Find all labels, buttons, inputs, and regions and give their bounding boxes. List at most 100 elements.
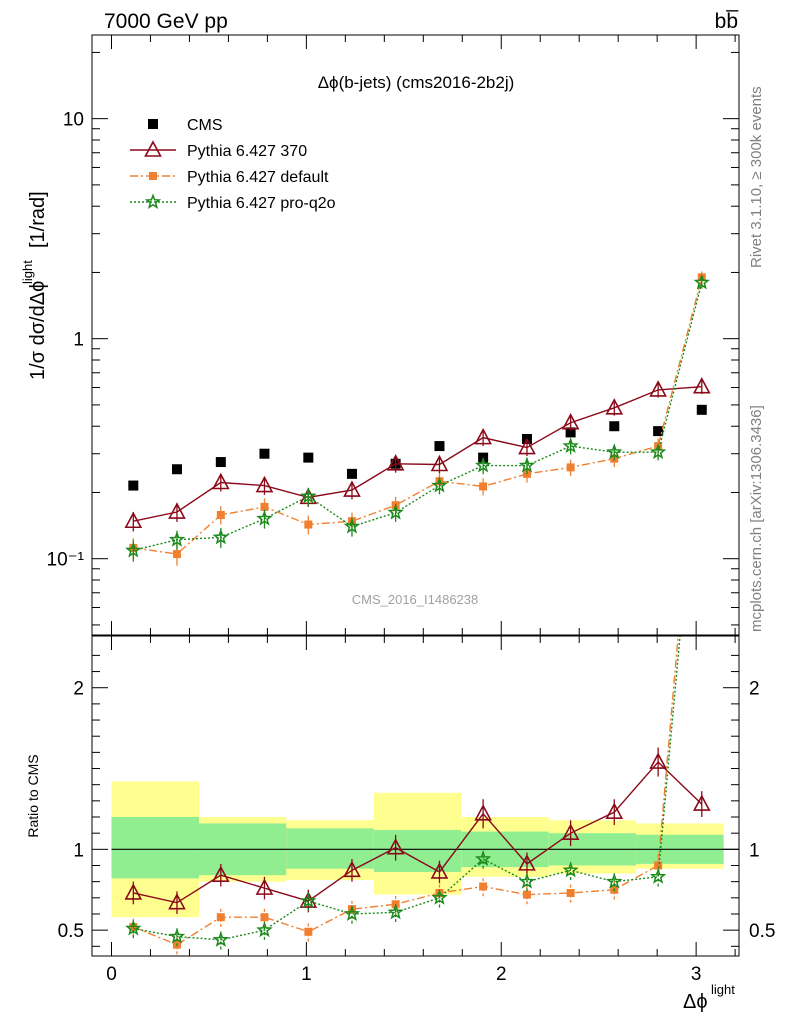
legend-label: CMS (187, 117, 223, 134)
ratio-point-pythia-6-427-370 (124, 883, 143, 900)
data-point-pythia-6-427-370 (386, 454, 405, 471)
ratio-point-pythia-6-427-370 (692, 794, 711, 811)
ratio-frame (91, 635, 740, 957)
legend-marker (144, 193, 162, 209)
ratio-point-pythia-6-427-370 (386, 838, 405, 855)
ratio-point-pythia-6-427-370 (474, 804, 492, 821)
data-point-pythia-6-427-pro-q2o (431, 476, 448, 493)
data-point-cms (128, 480, 139, 491)
series-line-pythia-6-427-370 (133, 385, 702, 522)
rivet-label: Rivet 3.1.10, ≥ 300k events (748, 86, 765, 268)
ratio-point-pythia-6-427-default (566, 888, 575, 897)
y-tick-label: 2 (73, 679, 84, 700)
ratio-point-pythia-6-427-370 (430, 862, 449, 879)
y-axis-title-main: 1/σ dσ/dΔϕ (27, 281, 49, 380)
ratio-point-pythia-6-427-pro-q2o (343, 905, 361, 921)
energy-label: 7000 GeV pp (104, 10, 228, 33)
data-point-cms (434, 441, 445, 452)
ratio-line-pythia-6-427-370 (133, 761, 703, 904)
x-axis-title: Δϕ light (683, 982, 735, 1013)
ratio-panel: 0 1 2 3 0.5 0.5 1 1 2 2 Ratio to CMS (25, 360, 775, 985)
ratio-point-pythia-6-427-pro-q2o (649, 868, 667, 884)
main-axes: 10⁻¹ 1 10 (47, 35, 739, 635)
ratio-axis-title: Ratio to CMS (25, 754, 41, 837)
ratio-point-pythia-6-427-default (522, 890, 531, 899)
ratio-point-pythia-6-427-pro-q2o (168, 927, 186, 944)
legend-marker (149, 172, 157, 180)
main-frame (91, 34, 740, 636)
data-point-pythia-6-427-pro-q2o (387, 503, 404, 520)
ratio-point-pythia-6-427-default (304, 927, 313, 936)
data-point-pythia-6-427-pro-q2o (125, 541, 142, 558)
uncertainty-band-inner (286, 828, 374, 869)
y-tick-label: 1 (73, 330, 84, 351)
ratio-point-pythia-6-427-370 (561, 823, 580, 840)
data-point-pythia-6-427-370 (343, 480, 361, 497)
data-point-pythia-6-427-pro-q2o (168, 531, 186, 547)
data-point-pythia-6-427-pro-q2o (562, 437, 579, 454)
data-point-pythia-6-427-default (216, 510, 225, 519)
x-tick-label: 0 (106, 964, 117, 985)
ratio-point-pythia-6-427-370 (518, 854, 536, 871)
data-point-pythia-6-427-pro-q2o (518, 456, 536, 473)
x-tick-label: 2 (496, 964, 507, 985)
y-axis-title-unit: [1/rad] (27, 191, 49, 248)
legend-label: Pythia 6.427 pro-q2o (187, 195, 336, 212)
data-point-pythia-6-427-pro-q2o (343, 517, 361, 534)
ratio-point-pythia-6-427-default (479, 882, 488, 891)
ratio-point-pythia-6-427-default (698, 360, 706, 368)
legend-label: Pythia 6.427 370 (187, 143, 307, 160)
data-point-cms (215, 457, 226, 468)
data-point-pythia-6-427-370 (168, 502, 186, 519)
ratio-point-pythia-6-427-pro-q2o (518, 873, 536, 889)
x-tick-label: 3 (691, 964, 702, 985)
ratio-axes: 0 1 2 3 0.5 0.5 1 1 2 2 (58, 636, 775, 985)
y-tick-label-right: 0.5 (749, 921, 775, 942)
main-panel: 10⁻¹ 1 10 Δϕ(b-jets) (cms2016-2b2j) CMS_20… (20, 34, 740, 636)
ratio-point-pythia-6-427-default (654, 861, 663, 870)
ratio-data-layer (111, 360, 739, 955)
data-point-pythia-6-427-pro-q2o (474, 456, 492, 473)
data-point-pythia-6-427-pro-q2o (212, 528, 230, 545)
data-point-cms (346, 468, 357, 479)
ratio-point-pythia-6-427-pro-q2o (562, 861, 579, 878)
data-point-pythia-6-427-370 (561, 413, 580, 430)
ratio-point-pythia-6-427-370 (255, 878, 274, 895)
data-point-pythia-6-427-370 (605, 398, 624, 415)
y-axis-title-sup: light (20, 260, 35, 284)
x-tick-label: 1 (301, 964, 312, 985)
uncertainty-band-inner (373, 829, 462, 872)
ratio-point-pythia-6-427-pro-q2o (606, 873, 623, 889)
ratio-point-pythia-6-427-370 (211, 865, 230, 882)
ratio-point-pythia-6-427-370 (605, 802, 624, 819)
data-point-pythia-6-427-default (566, 463, 575, 472)
data-point-cms (609, 421, 620, 432)
x-axis-title-sup: light (711, 982, 735, 997)
ratio-point-pythia-6-427-default (216, 913, 225, 922)
data-point-pythia-6-427-370 (430, 454, 449, 472)
ratio-point-pythia-6-427-370 (168, 892, 186, 910)
ratio-point-pythia-6-427-pro-q2o (300, 892, 317, 909)
legend-marker (148, 119, 158, 129)
ratio-point-pythia-6-427-pro-q2o (474, 850, 492, 867)
process-label: bb̅ (715, 10, 740, 33)
y-tick-label: 10⁻¹ (47, 550, 85, 571)
legend: CMS Pythia 6.427 370 Pythia 6.427 default P… (130, 117, 336, 212)
analysis-watermark: CMS_2016_I1486238 (352, 592, 479, 607)
data-point-pythia-6-427-370 (124, 511, 143, 529)
data-point-pythia-6-427-370 (649, 380, 667, 397)
data-point-cms (171, 464, 182, 475)
plot-title: Δϕ(b-jets) (cms2016-2b2j) (318, 73, 515, 92)
main-data-layer (124, 271, 711, 566)
data-point-pythia-6-427-default (260, 502, 269, 511)
ratio-point-pythia-6-427-pro-q2o (256, 921, 273, 938)
data-point-pythia-6-427-pro-q2o (649, 443, 667, 460)
ratio-point-pythia-6-427-default (260, 913, 269, 922)
mcplots-label: mcplots.cern.ch [arXiv:1306.3436] (748, 405, 765, 632)
y-tick-label-right: 1 (749, 840, 760, 861)
series-line-pythia-6-427-pro-q2o (133, 282, 703, 552)
ratio-point-pythia-6-427-pro-q2o (125, 919, 142, 936)
ratio-point-pythia-6-427-370 (649, 752, 667, 769)
